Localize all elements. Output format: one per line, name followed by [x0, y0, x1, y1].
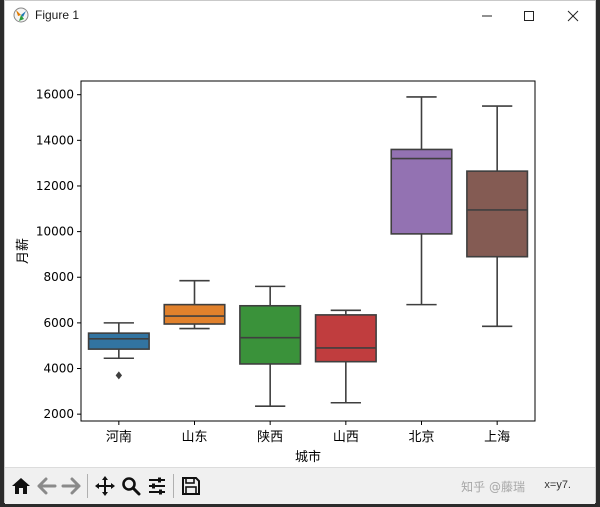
title-bar: Figure 1: [5, 1, 595, 31]
minimize-icon: [482, 15, 492, 17]
y-tick-label: 14000: [36, 133, 74, 147]
forward-arrow-icon: [61, 477, 81, 495]
minimize-button[interactable]: [467, 1, 507, 31]
box-3[interactable]: [239, 304, 302, 365]
x-tick-label: 河南: [106, 429, 132, 445]
configure-subplots-button[interactable]: [145, 474, 169, 498]
box-1[interactable]: [87, 332, 150, 350]
watermark: 知乎 @藤瑞: [461, 480, 525, 494]
boxplot-chart[interactable]: 2000 4000 6000 8000 10000 12000 14000 16000 河南 山东…: [5, 31, 597, 467]
back-arrow-icon: [37, 477, 57, 495]
x-axis-label: 城市: [295, 449, 321, 465]
y-tick-label: 16000: [36, 88, 74, 102]
save-button[interactable]: [179, 474, 203, 498]
navigation-toolbar: 知乎 @藤瑞 x=y7.: [5, 467, 595, 504]
outlier-point: [115, 371, 123, 380]
back-button[interactable]: [35, 474, 59, 498]
y-tick-label: 12000: [36, 179, 74, 193]
y-tick-label: 10000: [36, 225, 74, 239]
forward-button[interactable]: [59, 474, 83, 498]
x-tick-label: 山东: [181, 430, 207, 445]
y-tick-label: 2000: [43, 407, 74, 421]
home-button[interactable]: [9, 474, 33, 498]
toolbar-separator: [87, 474, 88, 498]
save-icon: [182, 477, 200, 495]
axes-frame: [80, 80, 536, 422]
box-2[interactable]: [163, 303, 226, 325]
home-icon: [12, 478, 30, 494]
matplotlib-logo-icon: [13, 7, 29, 23]
pan-button[interactable]: [93, 474, 117, 498]
toolbar-separator: [173, 474, 174, 498]
zoom-button[interactable]: [119, 474, 143, 498]
y-axis-label: 月薪: [16, 238, 31, 264]
y-tick-label: 6000: [43, 316, 74, 330]
window-title: Figure 1: [35, 8, 80, 22]
x-tick-label: 上海: [484, 430, 510, 445]
x-tick-label: 陕西: [257, 430, 283, 445]
configure-subplots-icon: [149, 477, 165, 495]
pan-icon: [95, 476, 115, 496]
box-6[interactable]: [466, 170, 529, 258]
y-tick-label: 4000: [43, 362, 74, 376]
close-button[interactable]: [553, 1, 593, 31]
box-5[interactable]: [390, 148, 453, 235]
x-tick-label: 山西: [333, 430, 359, 445]
figure-window: Figure 1 2000 4000 6000 8000 10000 12000 14000…: [4, 0, 597, 504]
close-icon: [567, 10, 579, 22]
box-4[interactable]: [314, 314, 377, 363]
zoom-icon: [122, 477, 141, 496]
cursor-coordinates: x=y7.: [544, 479, 571, 491]
y-tick-label: 8000: [43, 270, 74, 284]
maximize-button[interactable]: [509, 1, 549, 31]
x-tick-label: 北京: [408, 430, 434, 445]
maximize-icon: [524, 11, 534, 21]
